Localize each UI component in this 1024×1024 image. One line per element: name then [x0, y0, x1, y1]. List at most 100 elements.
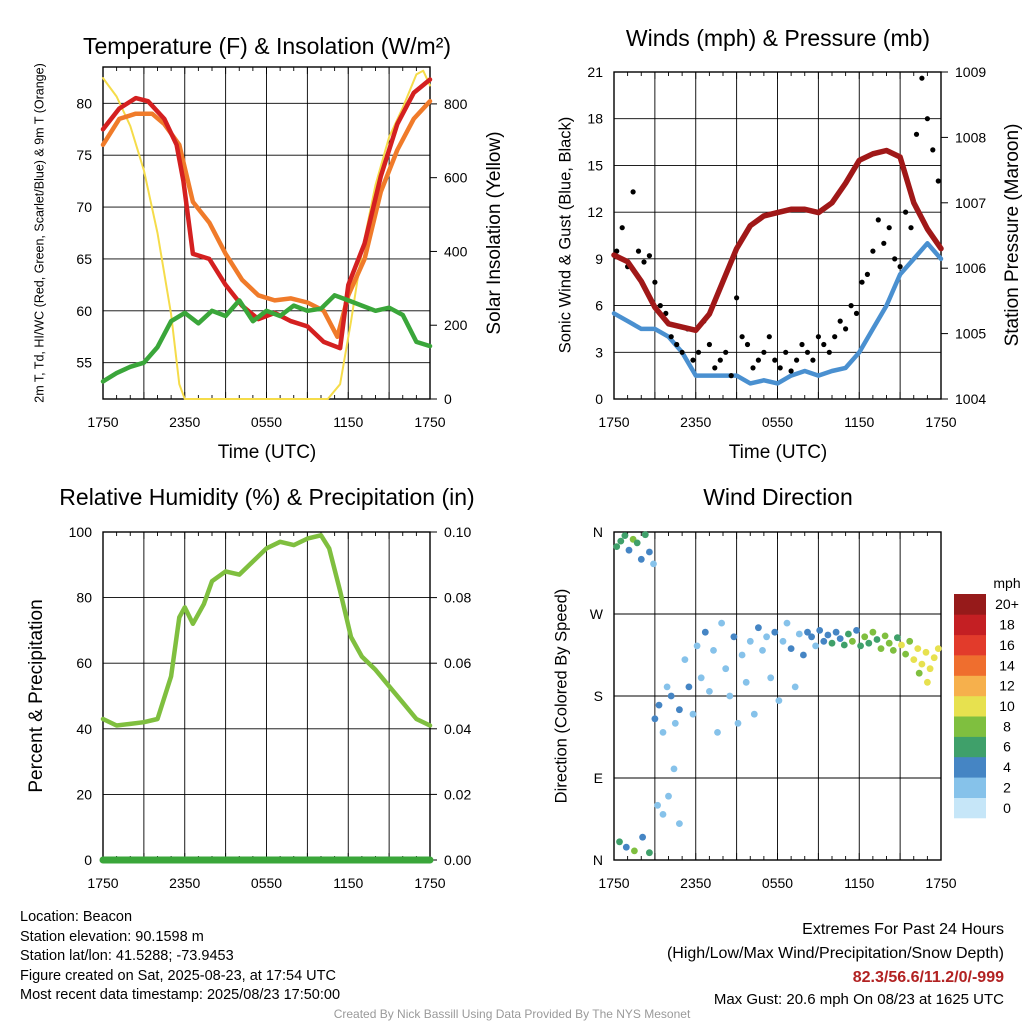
panel2-gust-point	[630, 189, 636, 195]
panel4-direction-point	[650, 560, 657, 568]
panel4-direction-point	[722, 665, 730, 673]
panel2-x-label: Time (UTC)	[729, 442, 828, 463]
panel2-gust-point	[761, 349, 767, 355]
panel1-y-tick-label: 65	[76, 251, 92, 267]
colorbar-swatch	[954, 797, 986, 819]
panel4-direction-point	[746, 637, 754, 645]
panel4-y-tick-label: W	[590, 606, 604, 622]
panel4-title: Wind Direction	[703, 484, 853, 510]
panel3-y2-tick-label: 0.10	[444, 524, 471, 540]
panel4-direction-point	[934, 645, 942, 652]
panel1-y-tick-label: 70	[76, 199, 92, 215]
panel3-y-tick-label: 0	[84, 852, 92, 868]
panel4-direction-point	[676, 820, 683, 827]
panel2-y2-label: Station Pressure (Maroon)	[1002, 124, 1023, 347]
panel4-direction-point	[857, 642, 864, 650]
panel2-gust-point	[859, 279, 865, 285]
panel4-direction-point	[633, 539, 641, 547]
panel2-gust-point	[897, 264, 903, 270]
colorbar-swatch	[954, 716, 986, 737]
panel4-direction-point	[914, 645, 922, 652]
panel4-direction-point	[685, 683, 693, 691]
panel4-direction-point	[840, 641, 848, 649]
panel2-gust-point	[717, 357, 723, 363]
panel4-direction-point	[787, 645, 795, 652]
panel2-gust-point	[843, 326, 849, 332]
panel4-direction-point	[759, 647, 766, 654]
panel4-direction-point	[726, 692, 734, 700]
panel1-y2-label: Solar Insolation (Yellow)	[484, 131, 505, 334]
panel4-y-label: Direction (Colored By Speed)	[552, 589, 570, 804]
panel4-direction-point	[804, 628, 811, 636]
panel4-direction-point	[791, 683, 799, 691]
panel4-direction-point	[621, 532, 629, 539]
panel4-direction-point	[622, 843, 630, 851]
panel2-gust-point	[908, 225, 914, 231]
panel1-y-tick-label: 80	[76, 95, 92, 111]
colorbar-swatch	[954, 756, 986, 778]
panel4-direction-point	[910, 656, 918, 663]
charts-canvas: 1750 2350 0550 1150 175055606570758002004006…	[26, 25, 1023, 891]
panel3-y2-tick-label: 0.00	[444, 852, 471, 868]
colorbar-swatch	[954, 594, 986, 615]
panel4-direction-point	[926, 665, 934, 673]
panel1-y-tick-label: 75	[76, 147, 92, 163]
panel2-gust-point	[913, 131, 920, 137]
panel4-direction-point	[701, 628, 709, 636]
panel4-y-tick-label: N	[593, 852, 603, 868]
panel2-y-tick-label: 18	[587, 111, 603, 127]
panel3-y-tick-label: 60	[76, 655, 92, 671]
panel4-direction-point	[832, 628, 840, 636]
panel1-y-label: 2m T, Td, HI/WC (Red, Green, Scarlet/Blu…	[32, 63, 46, 402]
panel4-direction-point	[631, 847, 638, 855]
panel2-gust-point	[875, 217, 881, 223]
panel2-gust-point	[853, 310, 860, 316]
panel4-direction-point	[930, 654, 938, 662]
panel2-gust-point	[668, 334, 674, 340]
panel4-direction-point	[706, 688, 713, 695]
panel2-y-tick-label: 15	[587, 157, 603, 173]
panel4-direction-point	[795, 630, 803, 638]
panel2-gust-point	[864, 271, 871, 277]
panel4-direction-point	[646, 849, 653, 857]
panel3-x-tick-label: 0550	[251, 875, 282, 891]
panel4-frame	[613, 531, 942, 861]
panel4-direction-point	[865, 639, 873, 647]
panel4-direction-point	[775, 697, 783, 704]
panel4-x-tick-label: 1750	[925, 875, 956, 891]
panel4-direction-point	[808, 633, 815, 641]
panel2-y-tick-label: 0	[595, 391, 603, 407]
panel4-direction-point	[918, 660, 926, 668]
panel3-y2-tick-label: 0.08	[444, 590, 471, 606]
station-info: Location: Beacon Station elevation: 90.1…	[20, 908, 340, 1006]
panel2-y-tick-label: 21	[587, 64, 603, 80]
panel2-gust-point	[619, 225, 625, 231]
panel2-y2-tick-label: 1004	[955, 391, 986, 407]
panel3-y2-tick-label: 0.02	[444, 786, 471, 802]
panel2-gust-point	[935, 178, 941, 184]
panel4-direction-point	[873, 636, 881, 643]
colorbar-swatch	[954, 695, 986, 717]
panel1-series-solar-insolation	[102, 69, 431, 400]
colorbar-label: 12	[999, 678, 1015, 694]
panel4-direction-point	[755, 624, 762, 632]
panel2-y2-tick-label: 1008	[955, 129, 986, 145]
panel2-gust-point	[919, 75, 925, 81]
station-location: Location: Beacon	[20, 909, 133, 925]
panel1-x-tick-label: 1750	[414, 414, 445, 430]
panel2-gust-point	[832, 334, 838, 340]
panel2-gust-point	[712, 365, 718, 371]
panel4-direction-point	[655, 701, 663, 709]
panel2-gust-point	[695, 349, 702, 355]
colorbar-label: 10	[999, 698, 1015, 714]
panel4-direction-point	[783, 619, 791, 627]
panel4-direction-point	[800, 651, 807, 659]
panel2-gust-point	[706, 341, 713, 348]
panel2-gust-point	[886, 225, 892, 231]
panel2-x-tick-label: 1750	[598, 414, 629, 430]
panel4-direction-point	[889, 647, 897, 654]
colorbar-label: 16	[999, 637, 1015, 653]
panel4-y-tick-label: N	[593, 524, 603, 540]
panel2-gust-point	[750, 365, 756, 371]
panel2-gust-point	[848, 303, 854, 309]
